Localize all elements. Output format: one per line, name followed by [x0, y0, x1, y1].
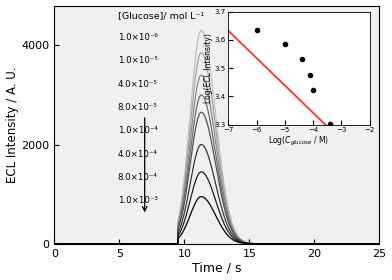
Text: 8.0×10⁻⁵: 8.0×10⁻⁵: [118, 103, 158, 112]
Text: 1.0×10⁻⁶: 1.0×10⁻⁶: [118, 33, 158, 42]
Text: 1.0×10⁻³: 1.0×10⁻³: [118, 196, 158, 206]
Text: 4.0×10⁻⁴: 4.0×10⁻⁴: [118, 150, 158, 159]
Text: 4.0×10⁻⁵: 4.0×10⁻⁵: [118, 80, 158, 89]
Text: 1.0×10⁻⁴: 1.0×10⁻⁴: [118, 126, 158, 135]
Text: [Glucose]/ mol L⁻¹: [Glucose]/ mol L⁻¹: [118, 11, 204, 20]
Y-axis label: ECL Intensity / A. U.: ECL Intensity / A. U.: [5, 66, 18, 183]
X-axis label: Time / s: Time / s: [192, 262, 241, 274]
Text: 8.0×10⁻⁴: 8.0×10⁻⁴: [118, 173, 158, 182]
Text: 1.0×10⁻⁵: 1.0×10⁻⁵: [118, 56, 158, 65]
